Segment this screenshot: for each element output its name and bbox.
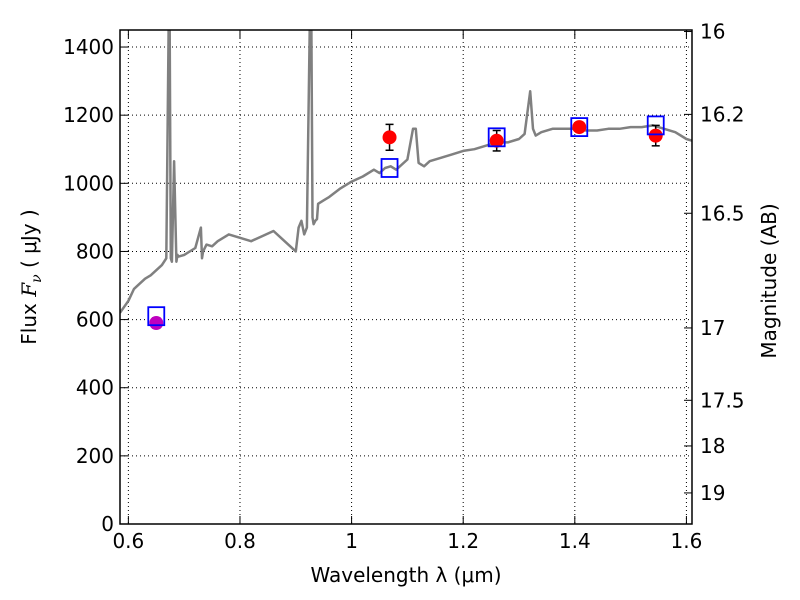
model-point: [570, 117, 589, 137]
y2-tick-label: 16: [700, 20, 725, 44]
y-tick-label: 1400: [63, 35, 114, 59]
model-point: [487, 127, 506, 148]
model-point: [380, 158, 399, 178]
observed-point: [149, 315, 164, 330]
model-point: [646, 115, 665, 136]
observed-point: [382, 130, 397, 145]
grid-lines: [120, 30, 692, 525]
x-tick-label: 0.6: [112, 529, 144, 553]
y-axis-label: Flux Fν ( μJy ): [17, 209, 45, 344]
plot-frame: [119, 29, 693, 525]
observed-point: [572, 120, 587, 135]
observed-point: [489, 133, 504, 148]
y-tick-label: 600: [76, 308, 114, 332]
y-tick-label: 400: [76, 376, 114, 400]
model-point: [147, 306, 166, 327]
x-tick-label: 1.4: [559, 529, 591, 553]
x-tick-label: 0.8: [224, 529, 256, 553]
y2-tick-label: 18: [700, 434, 725, 458]
y-tick-label: 1000: [63, 171, 114, 195]
y-tick-label: 800: [76, 239, 114, 263]
x-tick-label: 1: [345, 529, 358, 553]
y2-axis-label: Magnitude (AB): [757, 203, 781, 358]
y2-tick-label: 16.2: [700, 102, 745, 126]
spectrum-line: [120, 30, 692, 314]
y2-tick-label: 17: [700, 316, 725, 340]
y-tick-label: 0: [101, 512, 114, 536]
y2-tick-label: 17.5: [700, 388, 745, 412]
axis-ticks: 0.6 0.8 1 1.2 1.4 1.6 0 200 400 600 800 1000 1200 140…: [63, 20, 744, 553]
x-tick-label: 1.2: [447, 529, 479, 553]
y-tick-label: 200: [76, 444, 114, 468]
x-axis-label: Wavelength λ (μm): [310, 563, 501, 587]
plot-series: [120, 30, 692, 314]
observed-point: [648, 128, 663, 143]
x-tick-label: 1.6: [671, 529, 703, 553]
plot-markers: [147, 115, 665, 330]
y-tick-label: 1200: [63, 103, 114, 127]
y2-tick-label: 19: [700, 481, 725, 505]
y2-tick-label: 16.5: [700, 201, 745, 225]
